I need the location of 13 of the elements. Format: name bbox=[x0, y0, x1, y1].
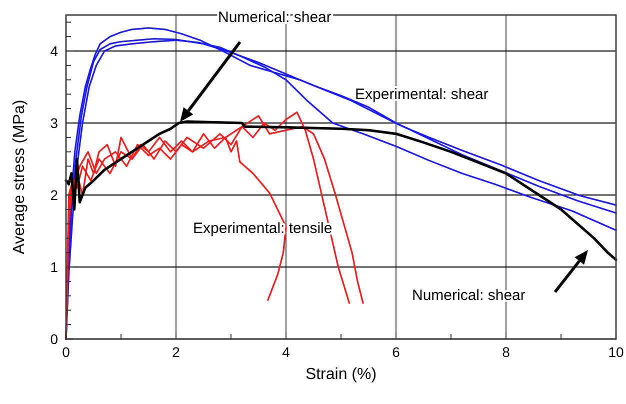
x-axis-title: Strain (%) bbox=[305, 366, 377, 383]
x-tick-label: 8 bbox=[502, 344, 510, 360]
x-tick-label: 6 bbox=[392, 344, 400, 360]
x-tick-label: 2 bbox=[172, 344, 180, 360]
y-tick-label: 4 bbox=[50, 43, 58, 59]
y-tick-label: 1 bbox=[50, 259, 58, 275]
x-tick-label: 4 bbox=[282, 344, 290, 360]
y-tick-label: 0 bbox=[50, 331, 58, 347]
y-tick-label: 2 bbox=[50, 187, 58, 203]
y-tick-label: 3 bbox=[50, 115, 58, 131]
x-tick-label: 0 bbox=[62, 344, 70, 360]
y-axis-title: Average stress (MPa) bbox=[11, 100, 28, 254]
x-tick-label: 10 bbox=[608, 344, 624, 360]
